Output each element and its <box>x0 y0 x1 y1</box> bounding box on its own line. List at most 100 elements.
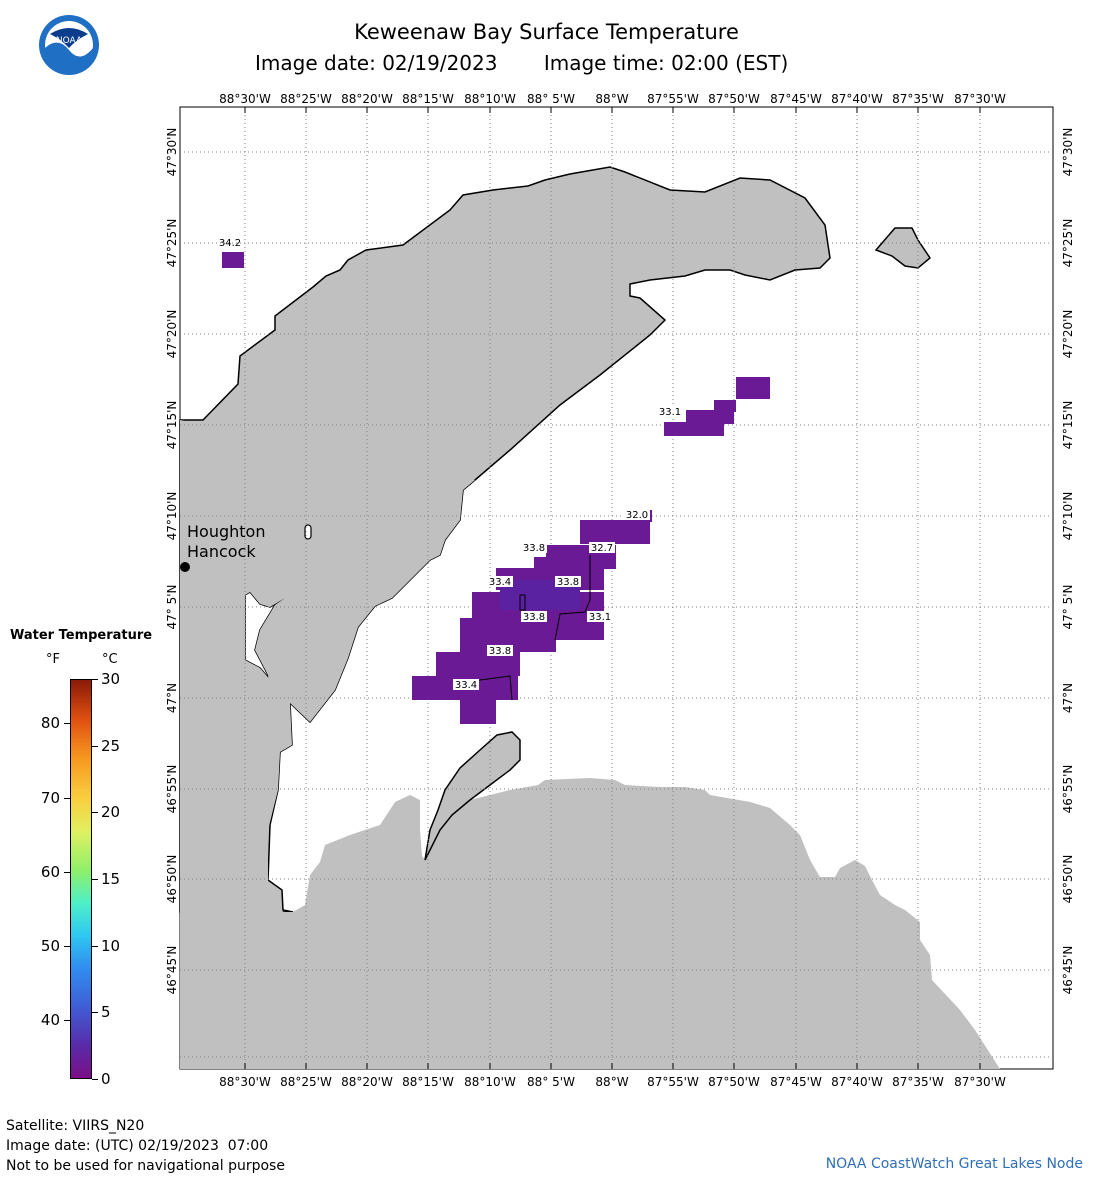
lat-label-left-3: 47°15'N <box>165 401 179 450</box>
lon-label-bottom-3: 88°15'W <box>402 1075 454 1089</box>
lon-label-top-1: 88°25'W <box>280 92 332 106</box>
temp-label-8: 33.1 <box>589 612 611 623</box>
sst-cell-1 <box>664 422 724 436</box>
lon-label-top-6: 88°W <box>595 92 628 106</box>
footer-disclaimer: Not to be used for navigational purpose <box>6 1158 285 1174</box>
legend-tick-c-4: 20 <box>101 803 121 822</box>
legend-tick-c-1: 5 <box>101 1003 111 1022</box>
latitude-labels-right: 47°30'N 47°25'N 47°20'N 47°15'N 47°10'N 47° 5… <box>1061 128 1075 995</box>
lat-label-right-0: 47°30'N <box>1061 128 1075 177</box>
lat-label-right-6: 47°N <box>1061 683 1075 713</box>
sst-cell-0 <box>222 252 244 268</box>
footer-satellite: Satellite: VIIRS_N20 <box>6 1118 145 1134</box>
lon-label-top-7: 87°55'W <box>647 92 699 106</box>
legend-tick-c-0: 0 <box>101 1070 111 1088</box>
legend-title: Water Temperature <box>10 628 153 643</box>
sst-cell-3 <box>714 400 736 412</box>
legend-tick-f-4: 80 <box>40 714 60 733</box>
lon-label-top-12: 87°30'W <box>954 92 1006 106</box>
lon-label-bottom-12: 87°30'W <box>954 1075 1006 1089</box>
label-houghton: Houghton <box>187 522 265 541</box>
legend-unit-f: °F <box>46 652 60 667</box>
lon-label-bottom-8: 87°50'W <box>708 1075 760 1089</box>
temp-label-6: 33.8 <box>557 577 579 588</box>
temp-label-bg-1 <box>657 406 683 417</box>
temp-label-3: 33.8 <box>523 543 545 554</box>
lat-label-left-8: 46°50'N <box>165 855 179 904</box>
contour-1 <box>519 594 526 611</box>
legend-unit-c: °C <box>102 652 118 667</box>
temp-label-0: 34.2 <box>219 238 241 249</box>
sst-cell-14 <box>460 700 496 724</box>
noaa-logo-icon: NOAA <box>39 15 99 75</box>
temp-label-bg-5 <box>487 576 513 587</box>
lat-label-left-4: 47°10'N <box>165 492 179 541</box>
land-island-manitou <box>874 227 931 269</box>
land-west <box>180 420 1000 1069</box>
lon-label-top-2: 88°20'W <box>341 92 393 106</box>
legend-tick-c-3: 15 <box>101 870 121 888</box>
lat-label-right-4: 47°10'N <box>1061 492 1075 541</box>
title-row: Image date: 02/19/2023 Image time: 02:00… <box>255 51 788 75</box>
lon-label-bottom-4: 88°10'W <box>464 1075 516 1089</box>
lat-label-left-1: 47°25'N <box>165 219 179 268</box>
lon-label-bottom-7: 87°55'W <box>647 1075 699 1089</box>
lat-label-right-8: 46°50'N <box>1061 855 1075 904</box>
grid-lines <box>180 107 1053 1069</box>
contour-0 <box>554 555 591 641</box>
sst-cell-2 <box>686 410 734 424</box>
temp-label-1: 33.1 <box>659 407 681 418</box>
color-scale-bar <box>70 679 92 1079</box>
temp-label-10: 33.4 <box>455 680 477 691</box>
footer-info: Satellite: VIIRS_N20 Image date: (UTC) 0… <box>6 1116 285 1176</box>
temp-label-bg-9 <box>487 645 513 656</box>
lon-label-bottom-10: 87°40'W <box>831 1075 883 1089</box>
temp-label-bg-10 <box>453 679 479 690</box>
lon-label-bottom-11: 87°35'W <box>892 1075 944 1089</box>
latitude-labels-left: 47°30'N 47°25'N 47°20'N 47°15'N 47°10'N 47° 5… <box>165 128 179 995</box>
lat-label-left-6: 47°N <box>165 683 179 713</box>
temp-label-bg-6 <box>555 576 581 587</box>
temp-label-2: 32.0 <box>626 510 648 521</box>
lon-label-top-3: 88°15'W <box>402 92 454 106</box>
legend-tick-c-6: 30 <box>101 670 121 688</box>
logo-text: NOAA <box>56 36 83 46</box>
lon-label-top-0: 88°30'W <box>219 92 271 106</box>
lat-label-left-2: 47°20'N <box>165 310 179 359</box>
lon-label-top-8: 87°50'W <box>708 92 760 106</box>
legend-tick-c-5: 25 <box>101 736 121 755</box>
lat-label-right-2: 47°20'N <box>1061 310 1075 359</box>
legend-tick-c-2: 10 <box>101 936 121 955</box>
lat-label-right-3: 47°15'N <box>1061 401 1075 450</box>
houghton-marker <box>180 562 190 572</box>
land-lanse-spit <box>424 731 521 861</box>
lon-label-bottom-0: 88°30'W <box>219 1075 271 1089</box>
lon-label-top-11: 87°35'W <box>892 92 944 106</box>
temp-label-bg-8 <box>587 611 613 622</box>
credit-link[interactable]: NOAA CoastWatch Great Lakes Node <box>825 1156 1083 1172</box>
temp-label-bg-7 <box>521 611 547 622</box>
lat-label-right-1: 47°25'N <box>1061 219 1075 268</box>
image-date: Image date: 02/19/2023 <box>255 51 498 75</box>
lon-label-bottom-9: 87°45'W <box>770 1075 822 1089</box>
lon-label-top-9: 87°45'W <box>770 92 822 106</box>
temp-label-bg-4 <box>589 542 615 553</box>
temperature-labels: 34.2 33.1 32.0 33.8 32.7 33.4 33.8 33.8 33.1 33.8… <box>219 238 683 691</box>
temp-label-7: 33.8 <box>523 612 545 623</box>
lon-label-bottom-6: 88°W <box>595 1075 628 1089</box>
lat-label-left-7: 46°55'N <box>165 765 179 814</box>
lat-label-left-0: 47°30'N <box>165 128 179 177</box>
lon-label-top-5: 88° 5'W <box>527 92 575 106</box>
temp-label-5: 33.4 <box>489 577 511 588</box>
lon-label-top-10: 87°40'W <box>831 92 883 106</box>
lat-label-left-5: 47° 5'N <box>165 585 179 630</box>
image-time: Image time: 02:00 (EST) <box>543 51 789 75</box>
lat-label-right-9: 46°45'N <box>1061 946 1075 995</box>
lat-label-right-7: 46°55'N <box>1061 765 1075 814</box>
temp-label-9: 33.8 <box>489 646 511 657</box>
sst-cell-5 <box>580 520 650 544</box>
legend-tick-f-3: 70 <box>40 788 60 807</box>
lon-label-top-4: 88°10'W <box>464 92 516 106</box>
lon-label-bottom-5: 88° 5'W <box>527 1075 575 1089</box>
longitude-labels-bottom: 88°30'W 88°25'W 88°20'W 88°15'W 88°10'W 88° 5… <box>219 1063 1006 1089</box>
